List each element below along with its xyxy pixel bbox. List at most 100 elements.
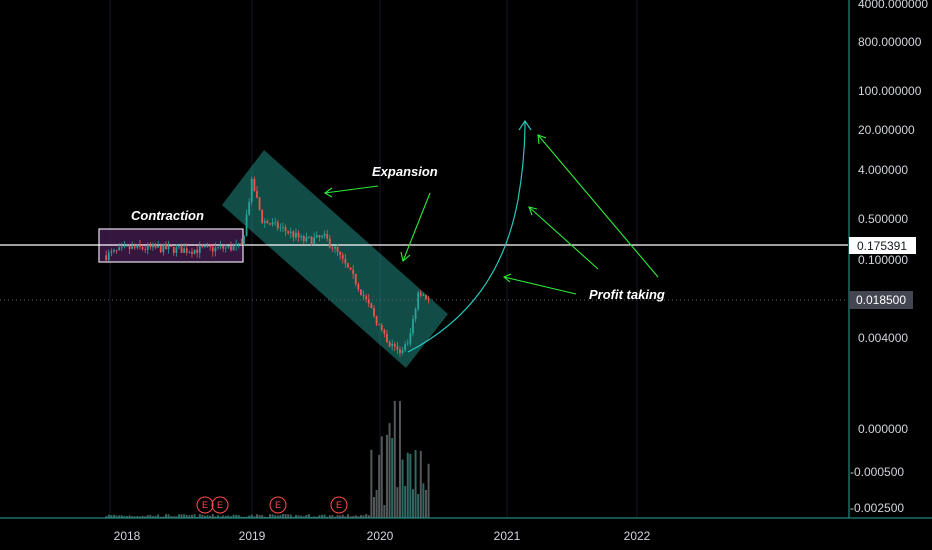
candle-body [167, 245, 170, 250]
time-scale[interactable]: 2018 2019 2020 2021 2022 [0, 517, 932, 543]
volume-bar [326, 516, 329, 518]
candle-body [404, 344, 407, 351]
volume-bar [214, 516, 217, 518]
candle-body [289, 231, 292, 234]
volume-bar [211, 514, 214, 518]
event-badge[interactable]: E [211, 496, 229, 514]
arrow-profit-3[interactable] [537, 134, 659, 278]
candle-body [383, 329, 386, 335]
volume-bar [349, 516, 352, 518]
candle-body [201, 246, 204, 248]
volume-bar [255, 514, 258, 518]
volume-bar [333, 516, 336, 518]
volume-bar [146, 515, 149, 518]
candle-body [149, 245, 152, 248]
candle-body [300, 235, 303, 238]
candle-body [217, 247, 219, 249]
candle-body [253, 179, 256, 192]
volume-bar [385, 434, 388, 518]
candle-body [310, 236, 313, 245]
arrow-expansion-down[interactable] [400, 192, 431, 263]
candle-body [232, 246, 235, 251]
price-tick-label: 0.100000 [858, 253, 908, 267]
volume-bar [383, 505, 386, 518]
candle-body [386, 334, 388, 342]
volume-bar [198, 514, 201, 518]
candle-body [204, 246, 206, 248]
arrow-profit-2[interactable] [528, 206, 599, 270]
candle-body [326, 233, 329, 239]
horizontal-line-label: 0.175391 [849, 237, 916, 254]
volume-bar [112, 514, 115, 518]
candle-body [380, 324, 383, 330]
last-price-label: 0.018500 [849, 291, 913, 309]
volume-bar [391, 438, 394, 518]
candle-body [271, 222, 274, 225]
volume-bar [141, 515, 144, 518]
arrow-expansion-left[interactable] [323, 185, 379, 198]
candle-body [276, 222, 279, 229]
volume-bar [362, 515, 365, 518]
volume-bar [279, 515, 282, 518]
candle-body [295, 232, 297, 238]
candle-body [128, 245, 131, 249]
arrow-profit-1[interactable] [502, 273, 577, 295]
volume-tick-label: -0.002500 [850, 501, 904, 515]
candle-body [341, 254, 344, 259]
parabolic-curve-arrowhead [518, 119, 532, 131]
volume-bar [248, 515, 251, 518]
candle-body [243, 235, 245, 245]
volume-bar [110, 515, 113, 518]
candle-body [115, 250, 118, 251]
candle-body [154, 244, 157, 248]
volume-bar [307, 514, 310, 518]
candle-body [284, 227, 287, 232]
candle-body [170, 245, 173, 247]
candle-body [120, 246, 123, 248]
candle-body [417, 292, 420, 310]
volume-bar [237, 515, 240, 518]
volume-bar [242, 516, 245, 518]
price-tick-label: 0.004000 [858, 331, 908, 345]
volume-bar [151, 516, 154, 518]
time-tick-label: 2022 [624, 529, 651, 543]
volume-bar [115, 515, 118, 518]
candle-body [162, 244, 165, 253]
candle-body [357, 284, 360, 290]
volume-tick-label: -0.000500 [850, 465, 904, 479]
candle-body [360, 289, 362, 296]
volume-bar [401, 459, 404, 518]
candle-body [214, 247, 217, 252]
volume-bar [222, 515, 225, 518]
candle-body [373, 308, 375, 317]
volume-tick-label: 0.000000 [858, 422, 908, 436]
volume-bar [336, 515, 339, 518]
price-scale[interactable]: 4000.000000 800.000000 100.000000 20.000… [848, 0, 928, 518]
parabolic-curve[interactable] [407, 121, 526, 353]
volume-bar [188, 515, 191, 518]
volume-bar [297, 515, 300, 518]
price-tick-label: 100.000000 [858, 84, 922, 98]
volume-bar [105, 516, 108, 518]
candle-body [172, 246, 175, 253]
volume-bar [419, 450, 422, 518]
candle-body [193, 249, 196, 254]
candle-body [110, 251, 113, 253]
candle-body [250, 179, 253, 202]
candle-body [258, 197, 261, 210]
svg-text:E: E [217, 500, 223, 510]
volume-bar [357, 516, 360, 518]
volume-bar [209, 515, 212, 518]
event-badge[interactable]: E [330, 496, 348, 514]
event-badge[interactable]: E [196, 496, 214, 514]
candle-body [165, 244, 167, 250]
volume-bar [318, 515, 321, 518]
candle-body [206, 245, 209, 247]
expansion-channel[interactable] [222, 150, 448, 368]
volume-bar [245, 516, 248, 518]
volume-bar [206, 515, 209, 518]
event-badge[interactable]: E [269, 496, 287, 514]
candle-body [222, 246, 225, 249]
volume-bar [203, 515, 206, 518]
